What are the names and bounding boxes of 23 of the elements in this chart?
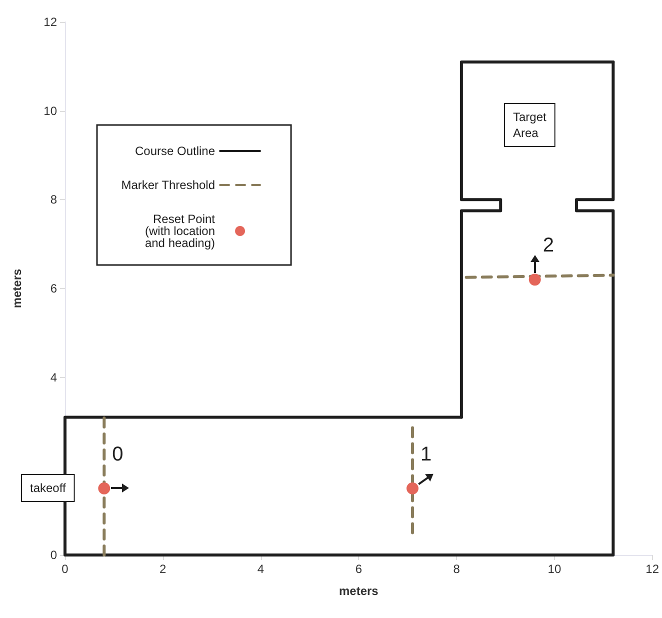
legend-label: Marker Threshold <box>121 178 216 192</box>
y-tick-label: 10 <box>44 104 58 118</box>
y-axis-title: meters <box>10 268 24 308</box>
x-tick-label: 6 <box>355 562 362 576</box>
x-tick-label: 4 <box>257 562 264 576</box>
annotation: 0 <box>112 443 124 466</box>
x-tick-label: 10 <box>548 562 562 576</box>
annotation: 1 <box>420 443 432 466</box>
y-tick-label: 6 <box>50 282 58 296</box>
annotation: takeoff <box>30 481 66 495</box>
y-tick-label: 12 <box>44 15 58 29</box>
x-axis-title: meters <box>338 584 379 598</box>
x-tick-label: 12 <box>646 562 660 576</box>
annotation: 2 <box>542 234 554 257</box>
legend-label: Reset Point (with location and heading) <box>142 212 216 250</box>
y-tick-label: 0 <box>50 548 58 562</box>
x-tick-label: 0 <box>62 562 69 576</box>
x-tick-label: 8 <box>453 562 460 576</box>
y-tick-label: 8 <box>50 192 58 207</box>
legend-label: Course Outline <box>134 144 216 158</box>
annotation: Target Area <box>513 110 548 140</box>
x-tick-label: 2 <box>160 562 167 576</box>
y-tick-label: 4 <box>50 370 58 384</box>
